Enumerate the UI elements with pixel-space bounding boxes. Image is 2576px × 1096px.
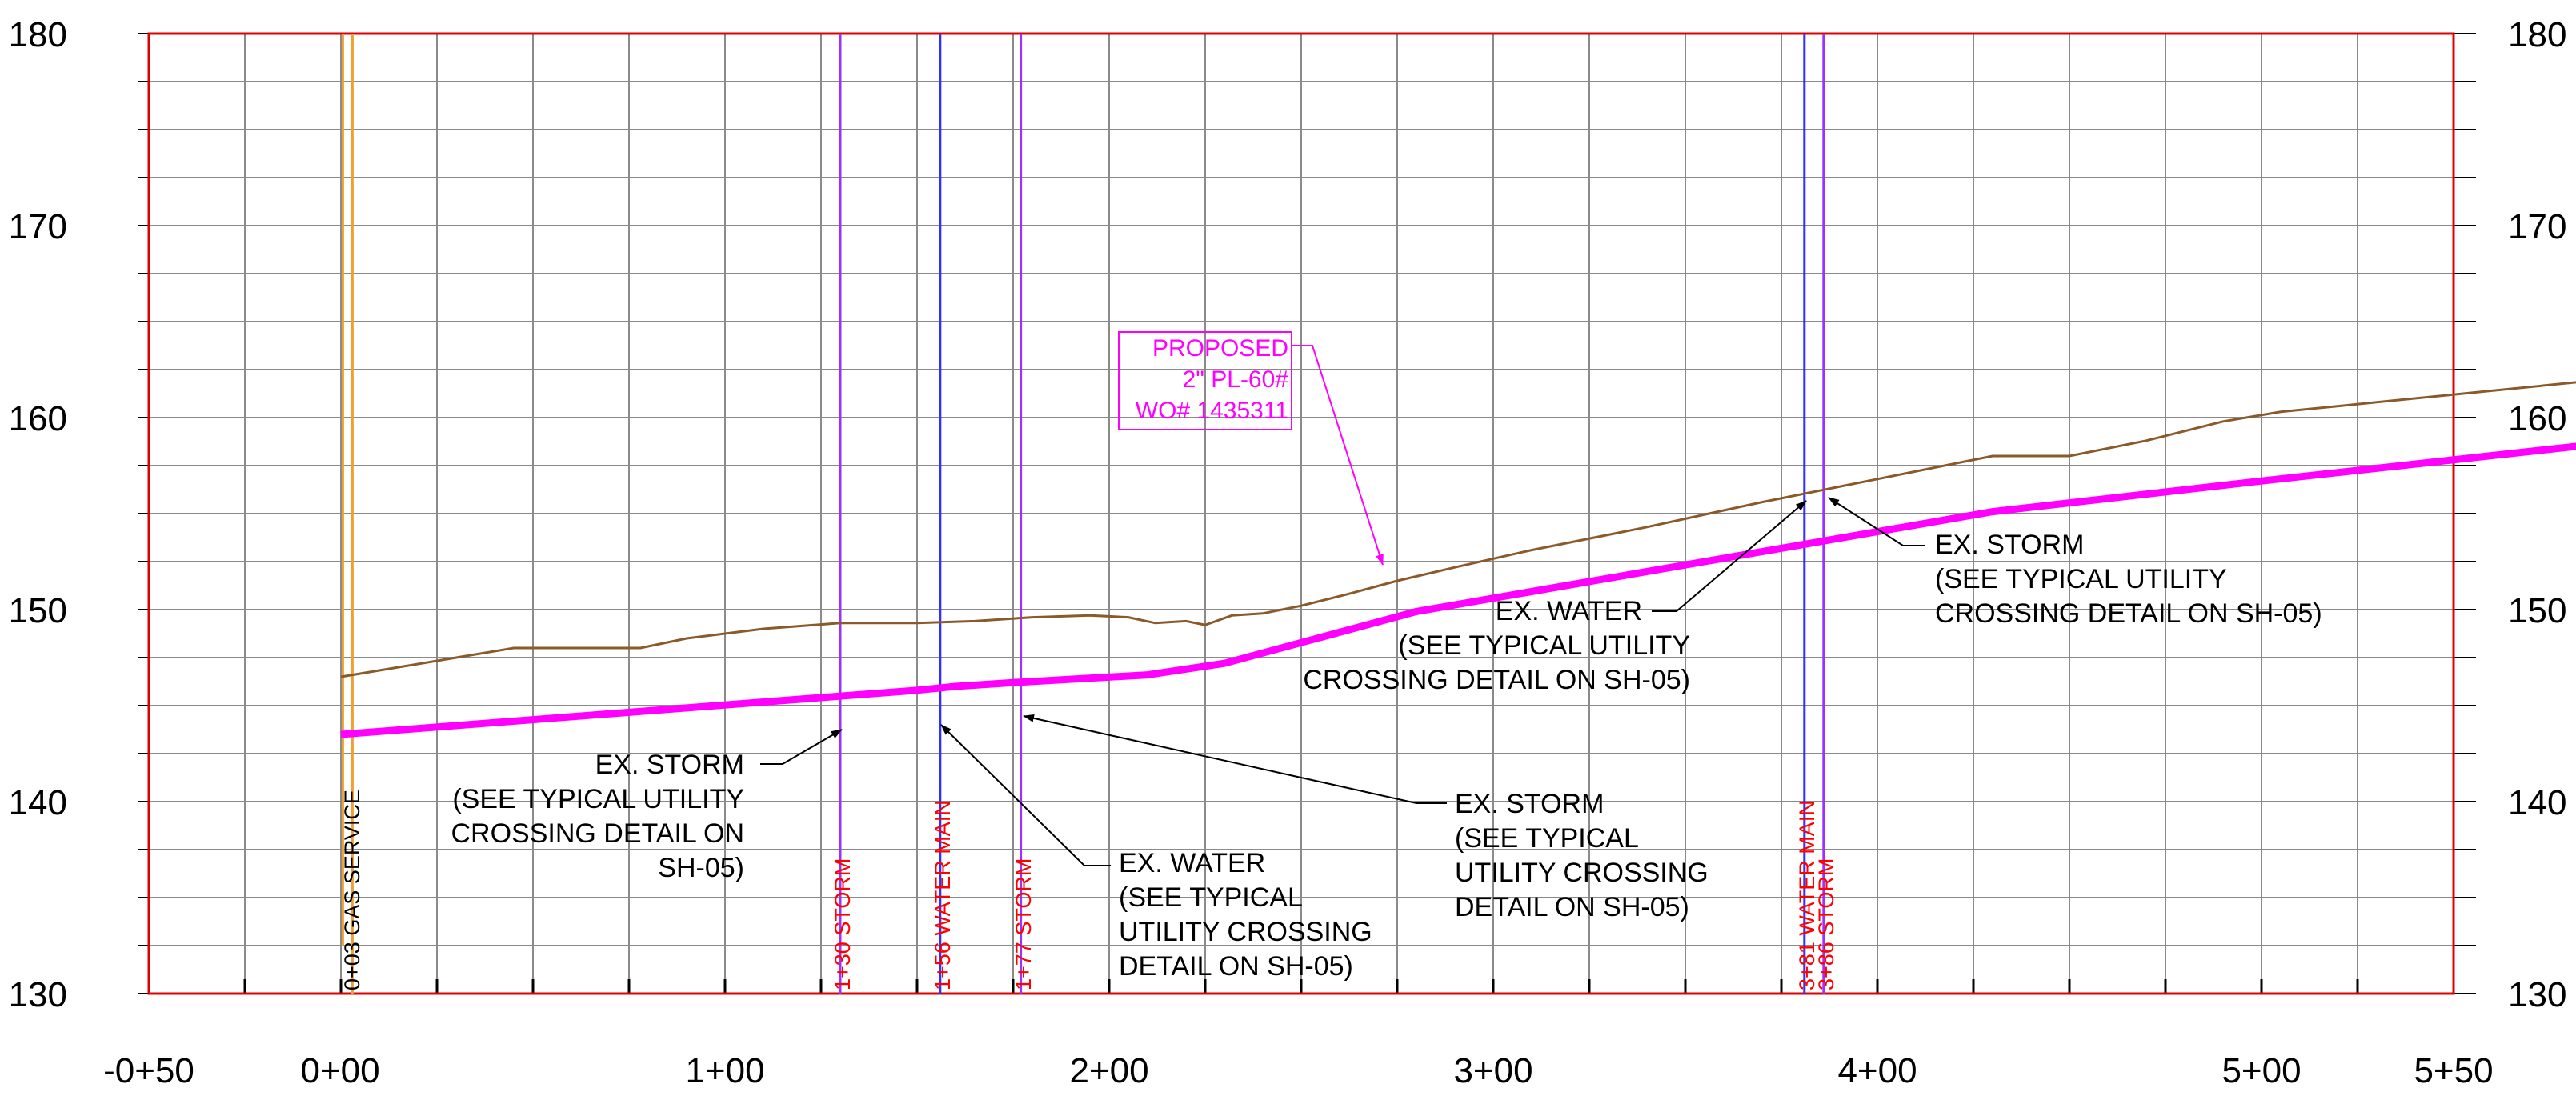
elevation-label-180-left: 180	[9, 15, 67, 54]
station-label-5-00: 5+00	[2221, 1051, 2301, 1090]
annotation-water-381-line-3: CROSSING DETAIL ON SH-05)	[1303, 665, 1690, 695]
station-axis: -0+50 0+00 1+00 2+00 3+00 4+00 5+00 5+50	[103, 1051, 2493, 1090]
profile-frame	[147, 32, 2455, 995]
elevation-label-170-left: 170	[9, 207, 67, 246]
proposed-callout-leader	[1292, 345, 1384, 566]
station-label-1-00: 1+00	[685, 1051, 764, 1090]
annotation-storm-177-line-2: (SEE TYPICAL	[1455, 823, 1639, 854]
elevation-label-160-right: 160	[2508, 399, 2566, 438]
station-label-3-00: 3+00	[1453, 1051, 1532, 1090]
elevation-axis-right: 130 140 150 160 170 180	[2508, 15, 2566, 1014]
elevation-label-140-right: 140	[2508, 783, 2566, 822]
elevation-label-130-left: 130	[9, 975, 67, 1014]
elevation-label-150-left: 150	[9, 591, 67, 630]
elevation-label-150-right: 150	[2508, 591, 2566, 630]
annotation-water-381-leader	[1652, 500, 1807, 612]
annotation-water-156-line-4: DETAIL ON SH-05)	[1119, 951, 1353, 982]
annotation-storm-177: EX. STORM (SEE TYPICAL UTILITY CROSSING …	[1023, 714, 1709, 922]
elevation-label-180-right: 180	[2508, 15, 2566, 54]
crossing-label-storm-386: 3+86 STORM	[1814, 858, 1838, 990]
annotation-storm-130-line-2: (SEE TYPICAL UTILITY	[452, 784, 744, 814]
station-label-2-00: 2+00	[1069, 1051, 1148, 1090]
profile-frame-rect	[147, 32, 2455, 995]
crossing-labels: 0+03 GAS SERVICE 1+30 STORM 1+56 WATER M…	[340, 790, 1838, 990]
annotation-storm-130-line-1: EX. STORM	[595, 750, 744, 780]
annotation-storm-177-leader	[1023, 714, 1447, 804]
proposed-pipe-polyline	[340, 442, 2576, 738]
annotation-water-156: EX. WATER (SEE TYPICAL UTILITY CROSSING …	[940, 724, 1372, 982]
station-label-0-00: 0+00	[300, 1051, 379, 1090]
elevation-label-160-left: 160	[9, 399, 67, 438]
annotation-water-381-line-1: EX. WATER	[1496, 596, 1642, 626]
proposed-callout: PROPOSED 2" PL-60# WO# 1435311	[1118, 331, 1384, 566]
annotation-water-156-line-1: EX. WATER	[1119, 848, 1265, 878]
annotation-storm-386-leader	[1828, 497, 1925, 546]
crossing-label-storm-130: 1+30 STORM	[831, 858, 855, 990]
annotation-water-156-leader	[940, 724, 1111, 866]
proposed-pipe-line	[340, 442, 2576, 738]
proposed-callout-line-1: PROPOSED	[1152, 335, 1288, 362]
annotation-storm-386-line-3: CROSSING DETAIL ON SH-05)	[1935, 598, 2322, 629]
annotation-storm-177-line-4: DETAIL ON SH-05)	[1455, 892, 1689, 922]
station-label-minus-0-50: -0+50	[103, 1051, 194, 1090]
annotation-water-381: EX. WATER (SEE TYPICAL UTILITY CROSSING …	[1303, 500, 1807, 695]
annotation-storm-130-line-4: SH-05)	[658, 853, 744, 883]
annotation-storm-386-line-1: EX. STORM	[1935, 530, 2084, 560]
annotation-storm-177-line-1: EX. STORM	[1455, 789, 1604, 819]
station-label-4-00: 4+00	[1837, 1051, 1917, 1090]
annotation-water-381-line-2: (SEE TYPICAL UTILITY	[1398, 630, 1690, 661]
elevation-label-130-right: 130	[2508, 975, 2566, 1014]
proposed-callout-box	[1118, 331, 1292, 430]
annotation-storm-386-line-2: (SEE TYPICAL UTILITY	[1935, 564, 2227, 594]
annotation-water-156-line-2: (SEE TYPICAL	[1119, 882, 1303, 913]
crossing-label-water-381: 3+81 WATER MAIN	[1795, 800, 1819, 990]
annotation-storm-177-line-3: UTILITY CROSSING	[1455, 858, 1709, 888]
annotation-storm-130-line-3: CROSSING DETAIL ON	[451, 818, 745, 849]
elevation-label-140-left: 140	[9, 783, 67, 822]
proposed-callout-line-3: WO# 1435311	[1136, 398, 1288, 424]
annotation-water-156-line-3: UTILITY CROSSING	[1119, 917, 1372, 947]
station-label-5-50: 5+50	[2414, 1051, 2493, 1090]
existing-ground-line	[340, 381, 2576, 678]
existing-ground-polyline	[340, 381, 2576, 678]
proposed-callout-line-2: 2" PL-60#	[1183, 366, 1289, 393]
crossing-label-water-156: 1+56 WATER MAIN	[931, 800, 955, 990]
annotation-storm-386: EX. STORM (SEE TYPICAL UTILITY CROSSING …	[1828, 497, 2322, 629]
annotation-storm-130: EX. STORM (SEE TYPICAL UTILITY CROSSING …	[451, 729, 843, 883]
elevation-axis-left: 130 140 150 160 170 180	[9, 15, 67, 1014]
crossing-label-storm-177: 1+77 STORM	[1012, 858, 1036, 990]
elevation-label-170-right: 170	[2508, 207, 2566, 246]
annotation-storm-130-leader	[760, 729, 843, 765]
crossing-label-gas-service: 0+03 GAS SERVICE	[340, 790, 364, 990]
utility-crossings	[341, 34, 1825, 994]
grid	[138, 33, 2476, 994]
